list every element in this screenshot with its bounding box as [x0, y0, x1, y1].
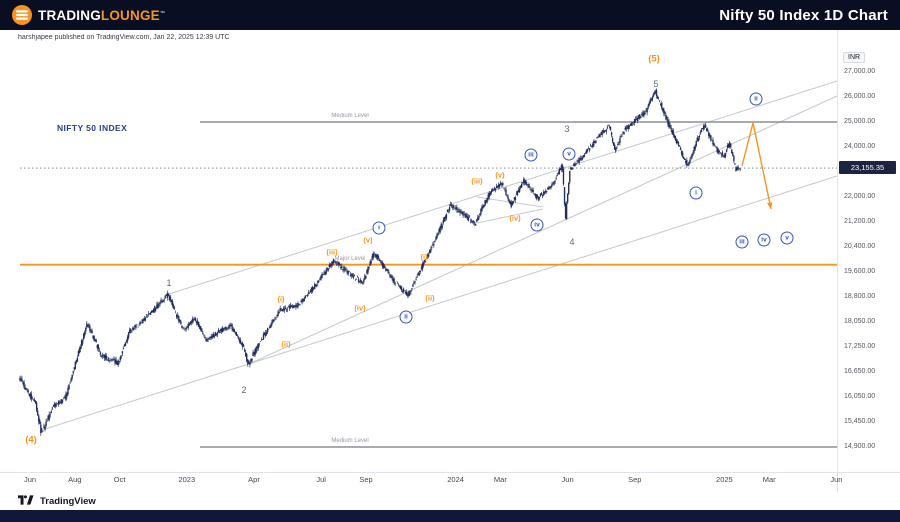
header-bar: TRADINGLOUNGE™ Nifty 50 Index 1D Chart	[0, 0, 900, 30]
wave-label-primary: (5)	[648, 53, 660, 65]
wave-label-minor: (iv)	[354, 303, 366, 313]
wave-label-primary: (4)	[25, 434, 37, 446]
bottom-bar	[0, 510, 900, 522]
time-axis-label: Oct	[113, 475, 126, 484]
wave-label-minor: (iii)	[471, 176, 483, 186]
time-axis-label: Sep	[359, 475, 373, 484]
wave-label-major: 3	[564, 124, 570, 134]
time-axis-label: Mar	[762, 475, 776, 484]
wave-label-minor: (v)	[363, 235, 373, 245]
level-label: Medium Level	[331, 438, 369, 444]
trademark-symbol: ™	[159, 10, 166, 16]
wave-label-circled: v	[562, 147, 576, 161]
level-label: Major Level	[334, 255, 366, 262]
price-axis-label: 26,000.00	[844, 93, 876, 100]
tradingview-logo[interactable]: TradingView	[18, 492, 96, 510]
publish-attribution: harshjapee published on TradingView.com,…	[18, 34, 230, 41]
wave-label-circled: iii	[524, 148, 538, 162]
time-axis-label: Jul	[316, 475, 326, 484]
currency-button[interactable]: INR	[843, 52, 866, 63]
level-label: Medium Level	[331, 113, 369, 119]
time-axis-label: 2025	[716, 475, 733, 484]
time-axis-label: Jun	[561, 475, 574, 484]
wave-label-minor: (i)	[420, 252, 428, 262]
time-axis-label: Jun	[23, 475, 37, 484]
wave-label-circled: ii	[399, 310, 413, 324]
time-axis-label: 2024	[447, 475, 464, 484]
wave-label-circled: i	[372, 221, 386, 235]
price-axis-label: 16,650.00	[844, 368, 876, 375]
wave-label-minor: (v)	[495, 170, 505, 180]
time-axis-border	[0, 472, 900, 473]
brand-name-lounge: LOUNGE	[100, 7, 160, 23]
wave-label-circled: ii	[749, 92, 763, 106]
wave-label-circled: v	[780, 231, 794, 245]
price-axis-label: 22,000.00	[844, 193, 876, 200]
wave-label-major: 2	[241, 385, 247, 395]
page-title: Nifty 50 Index 1D Chart	[719, 6, 888, 24]
time-axis-label: Jun	[830, 475, 843, 484]
wave-label-major: 1	[166, 278, 172, 288]
time-axis-label: Mar	[493, 475, 507, 484]
wave-label-minor: (i)	[277, 294, 285, 304]
time-axis-label: Apr	[248, 475, 260, 484]
price-axis-border	[837, 30, 838, 492]
wave-label-minor: (ii)	[425, 293, 435, 303]
price-axis-label: 19,600.00	[844, 268, 876, 275]
tradingview-logo-text: TradingView	[40, 495, 96, 507]
last-price-label: 23,155.35	[839, 161, 896, 174]
brand-name: TRADINGLOUNGE™	[38, 8, 165, 23]
brand-name-trading: TRADING	[38, 7, 101, 23]
time-axis-label: 2023	[178, 475, 196, 484]
price-axis-label: 14,900.00	[844, 443, 876, 450]
price-axis-label: 21,200.00	[844, 218, 876, 225]
price-axis-label: 25,000.00	[844, 118, 876, 125]
tradinglounge-logo[interactable]: TRADINGLOUNGE™	[12, 5, 165, 25]
time-axis-label: Sep	[628, 475, 642, 484]
price-axis-label: 27,000.00	[844, 68, 876, 75]
wave-label-circled: i	[689, 186, 703, 200]
instrument-name-label: NIFTY 50 INDEX	[57, 123, 128, 133]
wave-label-circled: iii	[735, 235, 749, 249]
wave-label-minor: (iii)	[326, 247, 338, 257]
price-axis-label: 18,800.00	[844, 293, 876, 300]
price-axis-label: 20,400.00	[844, 243, 876, 250]
time-axis-label: Aug	[68, 475, 82, 484]
wave-label-circled: iv	[530, 218, 544, 232]
wave-label-minor: (ii)	[281, 339, 291, 349]
tradinglounge-logo-icon	[12, 5, 32, 25]
wave-label-major: 5	[653, 79, 659, 89]
wave-label-circled: iv	[757, 233, 771, 247]
wave-label-minor: (iv)	[509, 213, 521, 223]
price-axis-label: 18,050.00	[844, 318, 876, 325]
price-axis-label: 17,250.00	[844, 343, 876, 350]
tradingview-logo-icon	[18, 492, 35, 510]
price-axis-label: 16,050.00	[844, 393, 876, 400]
price-axis-label: 24,000.00	[844, 143, 876, 150]
wave-label-major: 4	[569, 237, 575, 247]
price-axis-label: 15,450.00	[844, 418, 876, 425]
